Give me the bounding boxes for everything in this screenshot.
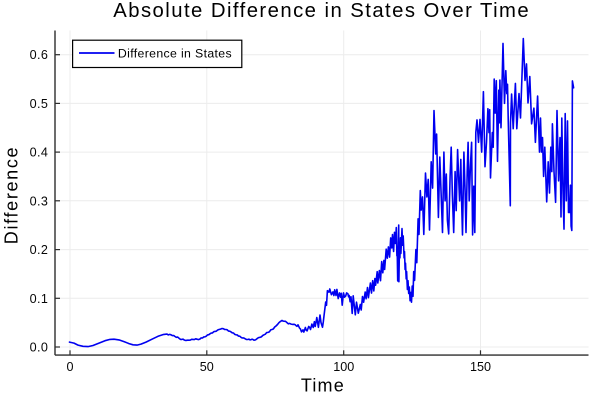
- svg-text:0.2: 0.2: [30, 243, 49, 257]
- svg-text:0.3: 0.3: [30, 194, 49, 208]
- svg-text:Difference: Difference: [1, 146, 21, 244]
- svg-text:0.5: 0.5: [30, 97, 49, 111]
- svg-text:Difference in States: Difference in States: [118, 46, 232, 60]
- svg-text:0.4: 0.4: [30, 146, 49, 160]
- svg-text:0.0: 0.0: [30, 341, 49, 355]
- svg-text:0: 0: [66, 360, 73, 374]
- svg-text:Absolute Difference in States: Absolute Difference in States Over Time: [113, 0, 530, 22]
- svg-text:Time: Time: [301, 376, 345, 396]
- svg-text:150: 150: [470, 360, 491, 374]
- svg-text:0.1: 0.1: [30, 292, 49, 306]
- svg-text:50: 50: [200, 360, 214, 374]
- svg-text:0.6: 0.6: [30, 48, 49, 62]
- svg-text:100: 100: [333, 360, 354, 374]
